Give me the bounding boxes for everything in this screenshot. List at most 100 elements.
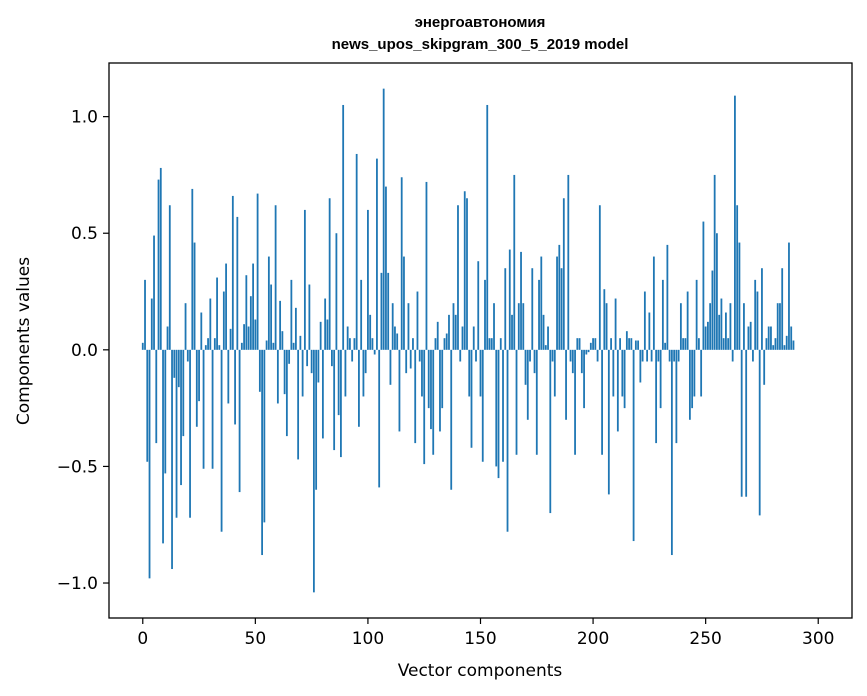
- bar-257: [720, 298, 723, 350]
- bar-160: [502, 349, 504, 462]
- bar-146: [470, 349, 473, 448]
- bar-61: [279, 300, 282, 350]
- bar-7: [157, 179, 160, 350]
- bar-224: [646, 349, 649, 362]
- bar-126: [425, 181, 428, 350]
- bar-82: [326, 319, 329, 350]
- bar-215: [625, 331, 628, 350]
- bar-213: [621, 349, 624, 397]
- bar-21: [189, 349, 191, 518]
- bar-70: [299, 335, 302, 350]
- bar-166: [515, 349, 518, 455]
- bar-128: [430, 349, 432, 430]
- bar-259: [725, 312, 727, 350]
- bar-0: [141, 342, 144, 350]
- bar-221: [639, 349, 642, 383]
- bar-114: [398, 349, 401, 432]
- bar-260: [727, 338, 730, 350]
- bar-142: [461, 326, 464, 350]
- bar-184: [556, 256, 558, 350]
- bar-16: [177, 349, 180, 388]
- bar-175: [535, 349, 538, 455]
- bar-94: [353, 338, 356, 350]
- bar-199: [589, 342, 592, 350]
- bar-159: [499, 338, 502, 350]
- bar-284: [781, 268, 784, 350]
- bar-129: [432, 349, 435, 455]
- bar-104: [376, 158, 378, 350]
- bar-226: [650, 349, 653, 362]
- bar-139: [454, 314, 457, 350]
- bar-163: [508, 249, 511, 350]
- bar-119: [409, 349, 412, 369]
- bar-287: [788, 242, 790, 350]
- bar-201: [594, 338, 597, 350]
- bar-198: [587, 349, 590, 353]
- bar-191: [571, 349, 574, 374]
- bar-235: [670, 349, 673, 556]
- bar-229: [657, 349, 660, 362]
- x-tick-label: 250: [689, 629, 721, 649]
- bar-158: [497, 349, 500, 479]
- bar-20: [186, 349, 189, 362]
- bar-176: [538, 279, 540, 350]
- bar-192: [574, 349, 576, 455]
- bar-231: [661, 279, 664, 350]
- bar-210: [614, 298, 617, 350]
- bar-22: [191, 188, 194, 350]
- bar-247: [698, 338, 700, 350]
- bar-123: [418, 349, 421, 362]
- bar-258: [722, 338, 725, 350]
- bar-196: [583, 349, 585, 409]
- bar-212: [619, 338, 621, 350]
- bar-39: [229, 328, 232, 350]
- bar-31: [211, 349, 214, 469]
- bar-105: [378, 349, 381, 488]
- bar-274: [758, 349, 761, 516]
- bar-165: [513, 174, 516, 350]
- bar-118: [407, 303, 410, 350]
- bar-249: [702, 221, 705, 350]
- bar-156: [493, 303, 495, 350]
- bar-280: [772, 345, 775, 350]
- bar-208: [610, 338, 612, 350]
- bar-4: [150, 298, 153, 350]
- bar-240: [682, 338, 685, 350]
- bar-252: [709, 303, 712, 350]
- bar-121: [414, 349, 417, 444]
- bar-286: [785, 335, 788, 350]
- y-axis-ticks: −1.0 −0.5 0.0 0.5 1.0: [57, 108, 109, 594]
- bar-112: [394, 326, 396, 350]
- bar-189: [567, 174, 570, 350]
- bar-79: [319, 321, 322, 350]
- bar-2: [146, 349, 149, 462]
- bar-281: [774, 338, 777, 350]
- bar-120: [412, 338, 414, 350]
- bar-211: [616, 349, 619, 432]
- bar-170: [524, 349, 527, 385]
- bar-256: [718, 314, 721, 350]
- bar-178: [542, 314, 545, 350]
- bar-275: [761, 268, 763, 350]
- bar-86: [335, 233, 338, 350]
- bar-133: [441, 349, 444, 409]
- bar-30: [209, 298, 212, 350]
- bar-177: [540, 256, 543, 350]
- bar-140: [457, 205, 459, 350]
- bar-14: [173, 349, 176, 378]
- bar-250: [704, 326, 707, 350]
- bar-48: [249, 296, 252, 350]
- bar-43: [238, 349, 241, 493]
- bar-32: [213, 338, 216, 350]
- bar-83: [328, 198, 331, 350]
- bar-116: [403, 256, 405, 350]
- bar-97: [360, 279, 363, 350]
- bar-220: [637, 340, 640, 350]
- bar-262: [731, 349, 734, 362]
- bar-217: [630, 338, 633, 350]
- plot-frame: [108, 62, 853, 619]
- bar-10: [164, 349, 167, 474]
- bar-288: [790, 326, 793, 350]
